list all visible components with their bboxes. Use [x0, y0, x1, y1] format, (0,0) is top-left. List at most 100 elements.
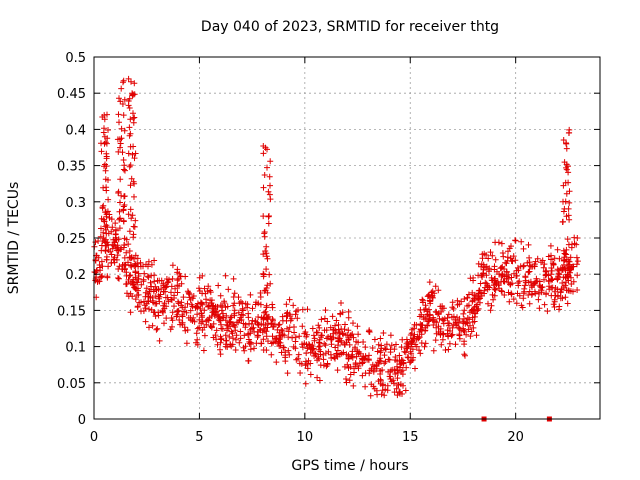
data-point: [135, 270, 142, 277]
data-point: [99, 273, 106, 279]
data-point: [263, 333, 270, 340]
data-point: [505, 289, 512, 296]
data-point: [217, 302, 224, 309]
data-point: [266, 191, 273, 198]
data-point: [332, 355, 338, 362]
data-point: [103, 184, 110, 191]
data-point: [222, 332, 229, 339]
data-point: [563, 251, 570, 258]
data-point: [499, 288, 505, 295]
data-point: [320, 351, 327, 358]
data-point: [223, 337, 230, 344]
data-point: [203, 296, 209, 303]
data-point: [265, 188, 272, 195]
data-point: [275, 322, 282, 329]
data-point: [114, 136, 121, 143]
data-point: [103, 163, 110, 170]
data-point: [101, 112, 108, 119]
y-axis-label: SRMTID / TECUs: [6, 182, 22, 295]
data-point: [194, 325, 201, 332]
data-point: [276, 332, 283, 339]
data-point: [432, 337, 439, 344]
data-point: [482, 264, 488, 271]
data-point: [291, 329, 298, 336]
data-point: [573, 261, 580, 268]
data-point: [245, 336, 252, 343]
data-point: [176, 317, 183, 323]
data-point: [460, 325, 466, 332]
data-point: [437, 325, 444, 332]
data-point: [103, 211, 110, 218]
data-point: [255, 300, 262, 307]
data-point: [470, 277, 477, 284]
data-point: [138, 299, 144, 306]
data-point: [164, 294, 171, 301]
data-point: [462, 352, 468, 359]
data-point: [392, 371, 399, 377]
data-point: [129, 212, 136, 219]
data-point: [127, 309, 134, 316]
data-point: [127, 116, 134, 123]
data-point: [485, 255, 492, 262]
data-point: [193, 330, 200, 337]
data-point: [452, 341, 459, 348]
data-point: [548, 267, 555, 274]
data-point: [338, 339, 345, 346]
data-point: [280, 344, 287, 351]
data-point: [574, 287, 581, 293]
data-point: [205, 283, 212, 290]
data-point: [445, 311, 452, 318]
data-point: [568, 274, 574, 281]
data-point: [143, 285, 150, 292]
data-point: [118, 135, 125, 142]
data-point: [380, 330, 387, 336]
data-point: [148, 272, 155, 279]
data-point: [231, 322, 238, 329]
data-point: [252, 318, 259, 325]
data-point: [518, 302, 525, 309]
data-point: [197, 299, 204, 306]
data-point: [238, 311, 245, 318]
data-point: [285, 347, 292, 354]
data-point: [512, 237, 519, 244]
data-point: [517, 263, 524, 270]
data-point: [303, 333, 310, 340]
chart-title: Day 040 of 2023, SRMTID for receiver tht…: [201, 19, 499, 35]
data-point: [260, 184, 267, 191]
data-point: [245, 310, 252, 317]
data-point: [483, 252, 490, 258]
data-point: [497, 265, 504, 272]
data-point: [345, 355, 352, 362]
x-tick-label: 5: [195, 430, 203, 445]
data-point: [261, 233, 268, 240]
data-point: [225, 286, 232, 293]
data-point: [535, 296, 542, 303]
data-point: [99, 263, 106, 270]
data-point: [378, 391, 385, 398]
data-point: [149, 322, 156, 329]
data-point: [491, 263, 498, 270]
data-point: [100, 229, 107, 236]
data-point: [303, 350, 310, 357]
data-point: [355, 365, 362, 372]
data-point: [164, 279, 171, 286]
data-point: [186, 291, 193, 298]
data-point: [513, 272, 520, 279]
data-point: [125, 241, 132, 248]
data-point: [282, 358, 289, 365]
data-point: [214, 303, 221, 310]
data-point: [123, 249, 130, 256]
data-point: [343, 376, 349, 382]
data-point: [238, 316, 245, 323]
data-point: [241, 347, 248, 354]
data-point: [340, 349, 347, 356]
data-point: [398, 356, 405, 363]
data-point: [377, 355, 384, 362]
data-point: [424, 293, 431, 300]
data-point: [403, 364, 410, 371]
data-point: [105, 241, 112, 248]
data-point: [560, 247, 567, 254]
data-point: [464, 315, 471, 321]
data-point: [207, 289, 214, 296]
